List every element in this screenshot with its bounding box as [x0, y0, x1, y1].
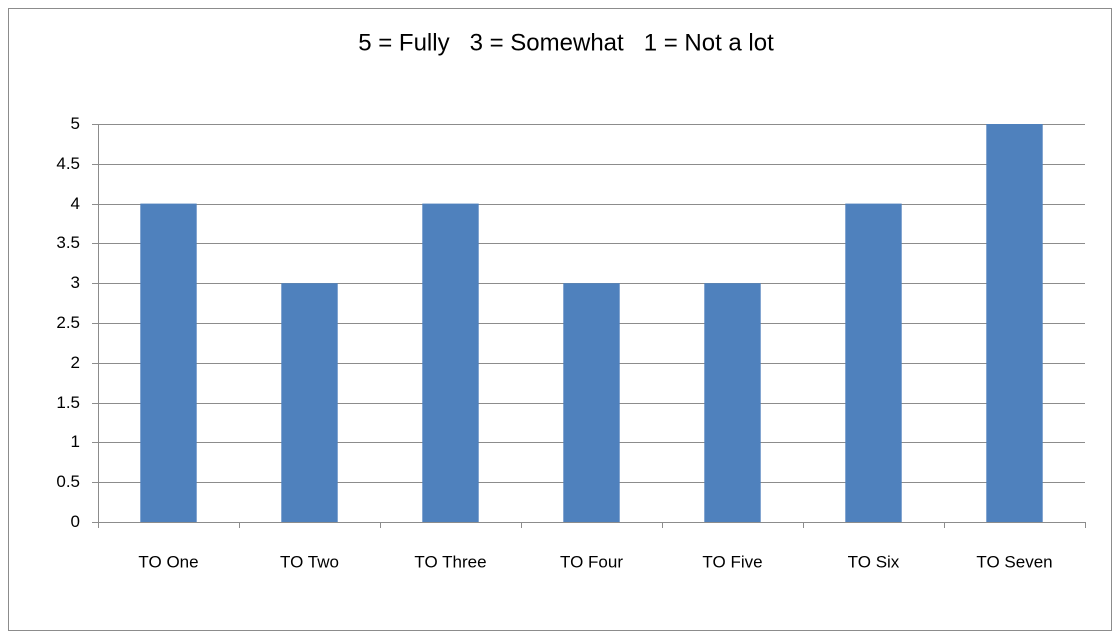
y-tick-label: 4 [71, 194, 80, 213]
y-tick-label: 0 [71, 512, 80, 531]
x-tick-label: TO Seven [976, 552, 1052, 571]
y-tick-label: 0.5 [56, 472, 80, 491]
bar [140, 203, 197, 522]
y-tick-label: 3 [71, 273, 80, 292]
y-tick-label: 2 [71, 353, 80, 372]
chart-title: 5 = Fully 3 = Somewhat 1 = Not a lot [358, 29, 774, 56]
x-tick-label: TO Six [848, 552, 900, 571]
y-tick-label: 1.5 [56, 393, 80, 412]
bar [845, 203, 902, 522]
x-tick-label: TO Five [702, 552, 762, 571]
y-tick-label: 3.5 [56, 233, 80, 252]
bar [281, 283, 338, 522]
x-tick-label: TO Two [280, 552, 339, 571]
x-tick-label: TO Three [414, 552, 486, 571]
y-tick-label: 5 [71, 114, 80, 133]
y-tick-label: 2.5 [56, 313, 80, 332]
bar [986, 124, 1043, 522]
x-tick-label: TO Four [560, 552, 623, 571]
bar [563, 283, 620, 522]
x-tick-label: TO One [138, 552, 198, 571]
y-tick-label: 1 [71, 432, 80, 451]
bar [704, 283, 761, 522]
bar [422, 203, 479, 522]
y-tick-label: 4.5 [56, 154, 80, 173]
